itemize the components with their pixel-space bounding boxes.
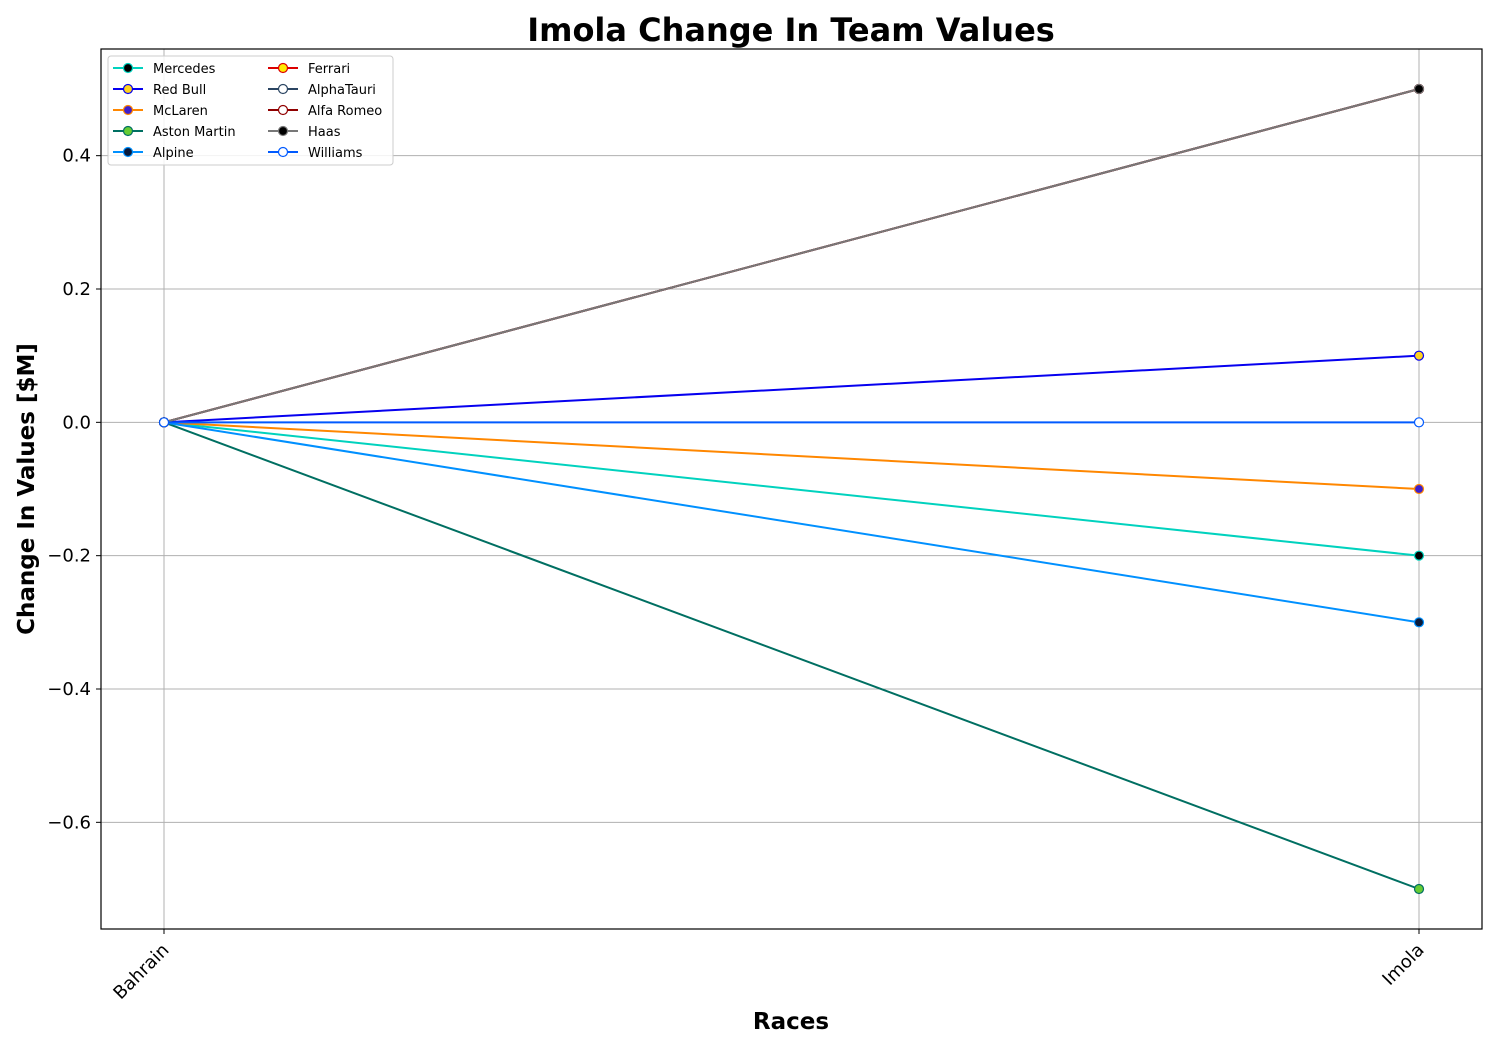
y-tick-label: 0.0 bbox=[62, 412, 91, 433]
legend-label-mercedes: Mercedes bbox=[153, 62, 216, 77]
y-tick-label: 0.2 bbox=[62, 279, 91, 300]
legend-label-haas: Haas bbox=[308, 125, 341, 140]
data-point-aston-martin-imola bbox=[1413, 883, 1425, 895]
y-tick-label: −0.6 bbox=[47, 812, 91, 833]
plot-area bbox=[100, 48, 1483, 930]
series-line-mclaren bbox=[163, 421, 1420, 490]
chart-title: Imola Change In Team Values bbox=[527, 11, 1055, 49]
series-line-mercedes bbox=[163, 421, 1420, 557]
legend-marker-williams bbox=[277, 146, 289, 158]
data-point-alpine-imola bbox=[1413, 617, 1425, 628]
series-line-alpine bbox=[163, 421, 1420, 624]
y-tick-label: −0.4 bbox=[47, 679, 91, 700]
y-axis-label: Change In Values [$M] bbox=[14, 343, 40, 635]
legend-label-ferrari: Ferrari bbox=[308, 62, 350, 77]
legend-marker-mercedes bbox=[122, 62, 134, 74]
legend-label-mclaren: McLaren bbox=[153, 104, 208, 119]
data-point-haas-imola bbox=[1413, 83, 1425, 95]
legend-marker-aston-martin bbox=[122, 125, 134, 137]
legend-marker-alfa-romeo bbox=[277, 104, 289, 116]
series-line-red-bull bbox=[163, 354, 1420, 424]
legend-label-alpine: Alpine bbox=[153, 146, 194, 161]
legend-box bbox=[107, 55, 394, 166]
legend-label-alphatauri: AlphaTauri bbox=[308, 83, 376, 98]
data-point-red-bull-imola bbox=[1413, 350, 1425, 361]
legend-label-alfa-romeo: Alfa Romeo bbox=[308, 104, 382, 119]
legend: Mercedes Red Bull McLaren Aston Martin Alpin… bbox=[107, 55, 394, 166]
legend-label-williams: Williams bbox=[308, 146, 363, 161]
legend-marker-mclaren bbox=[122, 104, 134, 116]
legend-marker-ferrari bbox=[277, 62, 289, 74]
series-line-aston-martin bbox=[163, 421, 1420, 890]
legend-marker-haas bbox=[277, 125, 289, 137]
legend-marker-alphatauri bbox=[277, 83, 289, 95]
y-tick-label: 0.4 bbox=[62, 146, 91, 167]
y-axis: −0.6 −0.4 −0.2 0.0 0.2 0.4 bbox=[47, 146, 101, 833]
data-point-williams-bahrain bbox=[158, 417, 170, 428]
data-point-williams-imola bbox=[1413, 417, 1425, 428]
x-axis-label: Races bbox=[753, 1009, 829, 1035]
legend-marker-alpine bbox=[122, 146, 134, 158]
legend-label-aston-martin: Aston Martin bbox=[153, 125, 236, 140]
series-group bbox=[163, 88, 1420, 890]
data-point-mercedes-imola bbox=[1413, 550, 1425, 561]
y-tick-label: −0.2 bbox=[47, 546, 91, 567]
data-point-mclaren-imola bbox=[1413, 483, 1425, 495]
legend-label-red-bull: Red Bull bbox=[153, 83, 206, 98]
markers-group bbox=[158, 83, 1425, 895]
series-line-haas bbox=[163, 88, 1420, 424]
legend-marker-red-bull bbox=[122, 83, 134, 95]
